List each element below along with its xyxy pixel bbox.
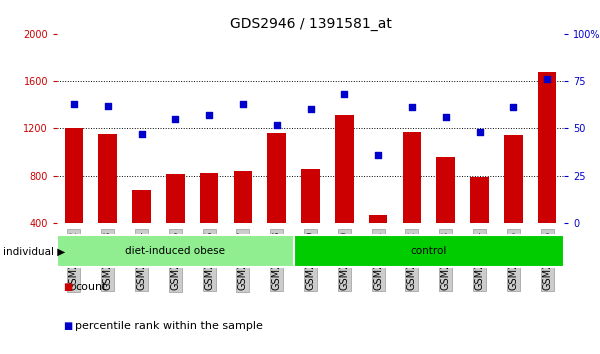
Point xyxy=(204,112,214,118)
Point xyxy=(508,105,518,110)
Text: ■: ■ xyxy=(63,282,72,292)
Point xyxy=(475,129,484,135)
Bar xyxy=(268,133,286,223)
Text: ■: ■ xyxy=(63,321,72,331)
Text: individual ▶: individual ▶ xyxy=(3,246,65,256)
Bar xyxy=(200,173,218,223)
FancyBboxPatch shape xyxy=(57,235,293,267)
Point xyxy=(69,101,79,107)
Text: percentile rank within the sample: percentile rank within the sample xyxy=(75,321,263,331)
Point xyxy=(542,76,552,82)
Bar xyxy=(335,115,353,223)
Point xyxy=(238,101,248,107)
Bar xyxy=(132,190,151,223)
Point xyxy=(373,152,383,158)
Bar xyxy=(166,175,185,223)
Text: control: control xyxy=(410,246,447,256)
Point xyxy=(407,105,416,110)
Point xyxy=(137,131,146,137)
Bar xyxy=(403,132,421,223)
Text: diet-induced obese: diet-induced obese xyxy=(125,246,226,256)
Bar xyxy=(369,215,388,223)
Bar xyxy=(98,134,117,223)
Point xyxy=(306,107,316,112)
Bar xyxy=(470,177,489,223)
Bar xyxy=(233,171,252,223)
Point xyxy=(272,122,281,127)
Bar xyxy=(65,128,83,223)
Point xyxy=(441,114,451,120)
Bar xyxy=(301,169,320,223)
Bar xyxy=(504,136,523,223)
Bar xyxy=(436,157,455,223)
Bar xyxy=(538,72,556,223)
Title: GDS2946 / 1391581_at: GDS2946 / 1391581_at xyxy=(230,17,391,31)
Point xyxy=(340,91,349,97)
Point xyxy=(170,116,180,122)
FancyBboxPatch shape xyxy=(293,235,564,267)
Text: count: count xyxy=(75,282,107,292)
Point xyxy=(103,103,113,108)
